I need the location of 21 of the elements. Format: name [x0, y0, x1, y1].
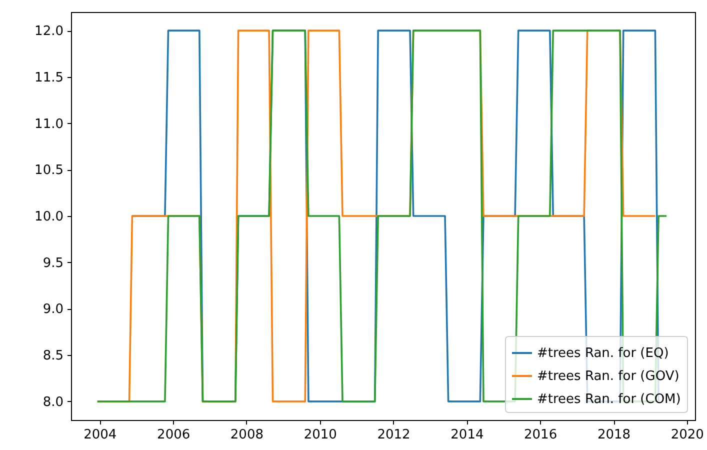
x-tick-label: 2018	[597, 428, 631, 442]
y-tick-label: 8.0	[42, 394, 64, 410]
x-tick-label: 2020	[670, 428, 704, 442]
y-tick-label: 10.0	[34, 210, 64, 224]
x-tick-label: 2010	[304, 428, 337, 442]
y-tick-label: 9.0	[42, 302, 64, 318]
y-tick-label: 11.5	[34, 70, 64, 86]
x-tick-label: 2006	[157, 428, 190, 442]
x-tick-label: 2012	[377, 428, 410, 442]
x-tick-label: 2016	[524, 428, 558, 442]
y-tick-label: 8.5	[42, 348, 64, 364]
y-tick-label: 10.5	[34, 163, 64, 178]
x-tick-label: 2004	[84, 428, 117, 442]
legend-label: #trees Ran. for (GOV)	[537, 369, 680, 384]
x-tick-label: 2014	[450, 428, 484, 442]
legend-label: #trees Ran. for (EQ)	[537, 346, 669, 361]
y-tick-label: 11.0	[34, 116, 64, 132]
y-tick-label: 9.5	[42, 256, 64, 271]
legend-label: #trees Ran. for (COM)	[537, 392, 681, 407]
x-tick-label: 2008	[230, 428, 264, 442]
y-tick-label: 12.0	[34, 24, 64, 40]
